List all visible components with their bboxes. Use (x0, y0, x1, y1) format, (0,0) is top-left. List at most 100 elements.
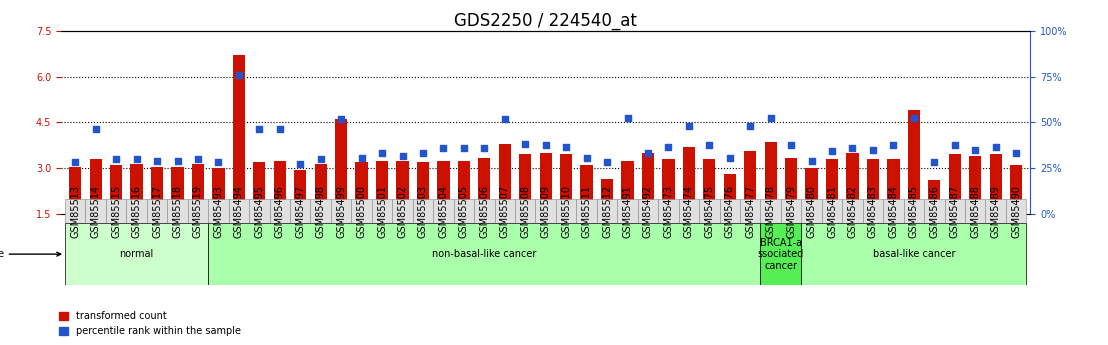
Point (659, 144, 677, 150)
FancyBboxPatch shape (924, 199, 944, 223)
Bar (233, 56, 245, 214)
Text: disease state: disease state (0, 249, 61, 259)
Point (741, 123, 759, 128)
Text: GSM85511: GSM85511 (582, 185, 592, 238)
Text: GSM85477: GSM85477 (746, 185, 756, 238)
Point (1007, 150, 1025, 156)
Text: GSM85490: GSM85490 (1012, 185, 1022, 238)
Bar (642, 153, 654, 214)
Text: GSM85486: GSM85486 (930, 185, 940, 238)
Legend: transformed count, percentile rank within the sample: transformed count, percentile rank withi… (54, 307, 245, 340)
FancyBboxPatch shape (65, 199, 85, 223)
Bar (866, 159, 879, 214)
Bar (335, 119, 347, 214)
FancyBboxPatch shape (331, 199, 351, 223)
FancyBboxPatch shape (822, 199, 842, 223)
Point (393, 153, 411, 159)
Text: BRCA1-a
ssociated
cancer: BRCA1-a ssociated cancer (758, 237, 804, 271)
Point (843, 146, 861, 151)
Point (700, 142, 718, 148)
Point (332, 117, 350, 122)
Text: GSM85519: GSM85519 (193, 185, 203, 238)
Point (230, 72, 248, 78)
FancyBboxPatch shape (576, 199, 597, 223)
Point (311, 156, 329, 162)
Text: GSM85509: GSM85509 (541, 185, 551, 238)
Text: GSM85473: GSM85473 (664, 185, 674, 238)
Point (291, 161, 309, 166)
Text: GSM85518: GSM85518 (173, 185, 183, 238)
Text: GSM85497: GSM85497 (295, 185, 305, 238)
Point (434, 146, 452, 151)
Point (209, 159, 227, 165)
Bar (765, 142, 777, 214)
Text: GSM85513: GSM85513 (70, 185, 80, 238)
Text: GSM85492: GSM85492 (643, 185, 653, 238)
Text: GSM85517: GSM85517 (152, 185, 162, 238)
Point (905, 115, 923, 121)
FancyBboxPatch shape (985, 199, 1006, 223)
Text: GSM85500: GSM85500 (357, 185, 367, 238)
Point (618, 115, 636, 121)
Bar (254, 162, 266, 214)
Text: GSM85482: GSM85482 (848, 185, 858, 238)
Text: GSM85476: GSM85476 (725, 185, 735, 238)
Bar (540, 153, 552, 214)
Bar (110, 165, 122, 214)
Point (455, 146, 473, 151)
Point (271, 126, 289, 131)
Point (250, 126, 268, 131)
Point (966, 147, 984, 153)
Point (946, 142, 964, 148)
Text: basal-like cancer: basal-like cancer (873, 249, 955, 259)
Title: GDS2250 / 224540_at: GDS2250 / 224540_at (454, 12, 637, 30)
Bar (172, 167, 184, 214)
Bar (825, 159, 838, 214)
FancyBboxPatch shape (842, 199, 863, 223)
Text: GSM85498: GSM85498 (316, 185, 326, 238)
Text: GSM85485: GSM85485 (909, 185, 919, 238)
Bar (745, 151, 757, 214)
Bar (907, 110, 920, 214)
Text: GSM85501: GSM85501 (377, 185, 387, 238)
Text: GSM85480: GSM85480 (807, 185, 817, 238)
Point (107, 156, 125, 162)
FancyBboxPatch shape (556, 199, 576, 223)
Bar (397, 160, 409, 214)
Bar (315, 164, 327, 214)
FancyBboxPatch shape (638, 199, 658, 223)
Bar (948, 155, 961, 214)
FancyBboxPatch shape (760, 199, 781, 223)
Point (680, 123, 698, 128)
Text: GSM85481: GSM85481 (827, 185, 837, 238)
FancyBboxPatch shape (65, 223, 208, 285)
Text: GSM85507: GSM85507 (500, 185, 510, 238)
FancyBboxPatch shape (208, 223, 760, 285)
Text: GSM85506: GSM85506 (480, 185, 490, 238)
Bar (847, 153, 859, 214)
Point (127, 156, 145, 162)
Point (373, 150, 391, 156)
Point (802, 158, 820, 163)
FancyBboxPatch shape (617, 199, 638, 223)
Bar (989, 155, 1002, 214)
Bar (376, 160, 388, 214)
Point (557, 144, 575, 150)
Bar (294, 170, 307, 214)
FancyBboxPatch shape (351, 199, 372, 223)
FancyBboxPatch shape (474, 199, 494, 223)
FancyBboxPatch shape (658, 199, 678, 223)
Bar (784, 158, 798, 214)
Bar (622, 160, 634, 214)
Bar (520, 155, 532, 214)
Bar (356, 162, 368, 214)
FancyBboxPatch shape (515, 199, 535, 223)
Text: GSM85499: GSM85499 (336, 185, 346, 238)
FancyBboxPatch shape (453, 199, 474, 223)
Point (639, 150, 657, 156)
FancyBboxPatch shape (310, 199, 331, 223)
FancyBboxPatch shape (126, 199, 147, 223)
Point (864, 147, 882, 153)
FancyBboxPatch shape (740, 199, 760, 223)
Text: GSM85483: GSM85483 (868, 185, 878, 238)
